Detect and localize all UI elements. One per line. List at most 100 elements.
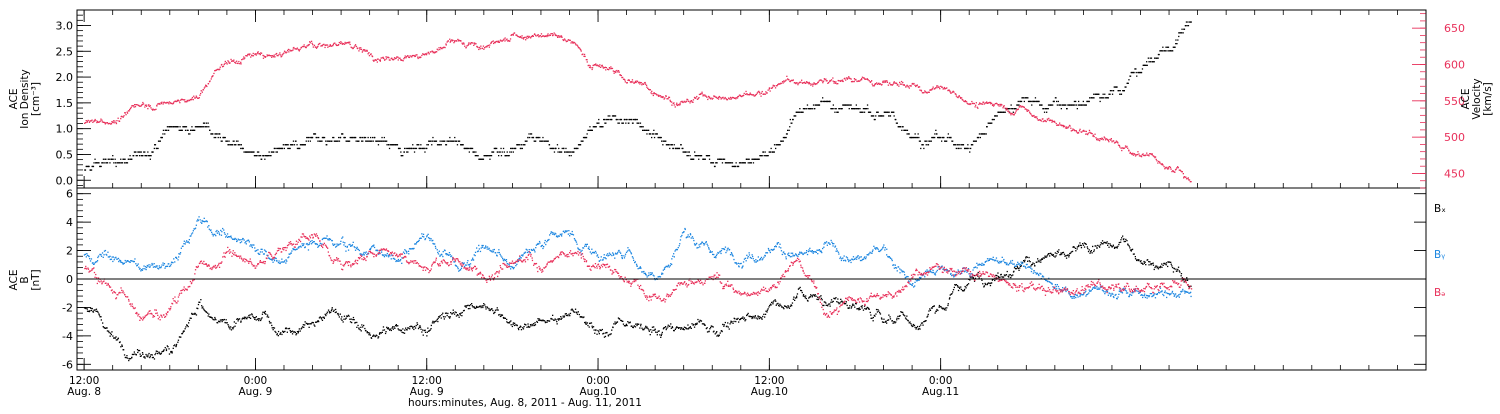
velocity-series-point: [828, 81, 830, 84]
ion-density-series-point: [1189, 21, 1191, 23]
ion-density-series-point: [720, 158, 722, 160]
bx-series-point: [188, 322, 190, 324]
by-series-point: [155, 265, 157, 267]
ion-density-series-point: [1148, 61, 1150, 63]
velocity-series-point: [1132, 152, 1134, 154]
velocity-series-point: [408, 56, 410, 58]
velocity-series-point: [273, 54, 275, 56]
bx-series-point: [453, 313, 456, 315]
bx-series-point: [174, 344, 176, 346]
ion-density-series-point: [1013, 108, 1016, 110]
bx-series-point: [899, 315, 901, 317]
velocity-series-point: [534, 33, 536, 35]
bx-series-point: [698, 321, 701, 323]
ion-density-series-point: [721, 158, 723, 160]
ion-density-series-point: [590, 129, 593, 131]
ion-density-series-point: [485, 155, 487, 157]
bx-series-point: [477, 306, 479, 308]
velocity-series-point: [546, 35, 548, 38]
ion-density-series-point: [416, 144, 418, 146]
bx-series-point: [285, 327, 287, 329]
ion-density-series-point: [912, 136, 914, 139]
bx-series-point: [664, 326, 667, 328]
bx-series-point: [671, 326, 674, 329]
ion-density-series-point: [606, 118, 608, 121]
by-series-point: [345, 250, 347, 252]
bx-series-point: [653, 326, 655, 328]
ion-density-series-point: [857, 108, 860, 110]
ion-density-series-point: [475, 151, 477, 153]
by-series-point: [442, 255, 444, 258]
bx-series-point: [340, 318, 342, 320]
ion-density-series-point: [862, 108, 865, 110]
velocity-series-point: [1107, 139, 1109, 141]
velocity-series-point: [476, 46, 478, 48]
by-series-point: [182, 245, 184, 247]
ion-density-series-point: [1034, 97, 1037, 99]
bx-series-point: [759, 317, 762, 319]
velocity-series-point: [932, 88, 934, 90]
bx-series-point: [951, 293, 953, 295]
by-series-point: [223, 232, 226, 234]
by-series-point: [153, 263, 155, 265]
ion-density-series-point: [519, 144, 521, 146]
bx-series-point: [888, 314, 890, 316]
ion-density-series-point: [1017, 104, 1019, 106]
bx-series-point: [323, 317, 325, 319]
bx-series-point: [1167, 265, 1169, 268]
by-series-point: [269, 258, 271, 260]
velocity-series-point: [559, 35, 561, 37]
ion-density-series-point: [735, 162, 737, 164]
bx-series-point: [452, 309, 454, 311]
bx-series-point: [251, 313, 253, 315]
velocity-series-point: [234, 61, 236, 63]
ion-density-series-point: [334, 140, 336, 142]
bx-series-point: [1028, 260, 1030, 262]
velocity-series-point: [713, 95, 715, 97]
bx-series-point: [1131, 248, 1134, 250]
by-series-point: [358, 249, 360, 252]
velocity-series-point: [708, 97, 710, 99]
ion-density-series-point: [265, 155, 267, 157]
bx-series-point: [634, 326, 637, 328]
velocity-series-point: [521, 37, 523, 39]
bx-series-point: [809, 296, 812, 298]
velocity-series-point: [1051, 121, 1053, 123]
ion-density-series-point: [1025, 97, 1027, 99]
by-series-point: [281, 258, 283, 260]
velocity-series-point: [173, 101, 175, 103]
velocity-series-point: [474, 42, 476, 44]
velocity-series-point: [893, 81, 895, 83]
velocity-series-point: [1078, 130, 1081, 132]
bx-series-point: [541, 320, 543, 322]
ion-density-series-point: [648, 129, 650, 131]
velocity-series-point: [451, 39, 453, 41]
ion-density-series-point: [179, 126, 181, 128]
bx-series-point: [827, 305, 829, 307]
ion-density-series-point: [182, 126, 184, 128]
bx-series-point: [163, 349, 165, 351]
bx-series-point: [863, 305, 866, 307]
velocity-series-point: [628, 79, 630, 81]
velocity-series-point: [749, 93, 751, 95]
ion-density-series-point: [1133, 71, 1135, 74]
bx-series-point: [911, 325, 913, 328]
velocity-series-point: [200, 90, 202, 92]
by-series-point: [89, 258, 91, 260]
velocity-series-point: [764, 93, 767, 95]
bx-series-point: [449, 317, 451, 319]
velocity-series-point: [407, 55, 409, 57]
bx-series-point: [429, 329, 431, 331]
ion-density-series-point: [170, 126, 172, 128]
bx-series-point: [501, 314, 504, 316]
bx-series-point: [1013, 270, 1015, 272]
velocity-series-point: [644, 81, 646, 84]
bx-series-point: [531, 323, 533, 326]
by-series-point: [109, 258, 111, 261]
velocity-series-point: [438, 47, 440, 49]
ion-density-series-point: [235, 144, 237, 146]
bx-series-point: [126, 357, 128, 359]
bx-series-point: [403, 332, 406, 334]
ion-density-series-point: [818, 104, 821, 106]
bx-series-point: [823, 301, 825, 303]
